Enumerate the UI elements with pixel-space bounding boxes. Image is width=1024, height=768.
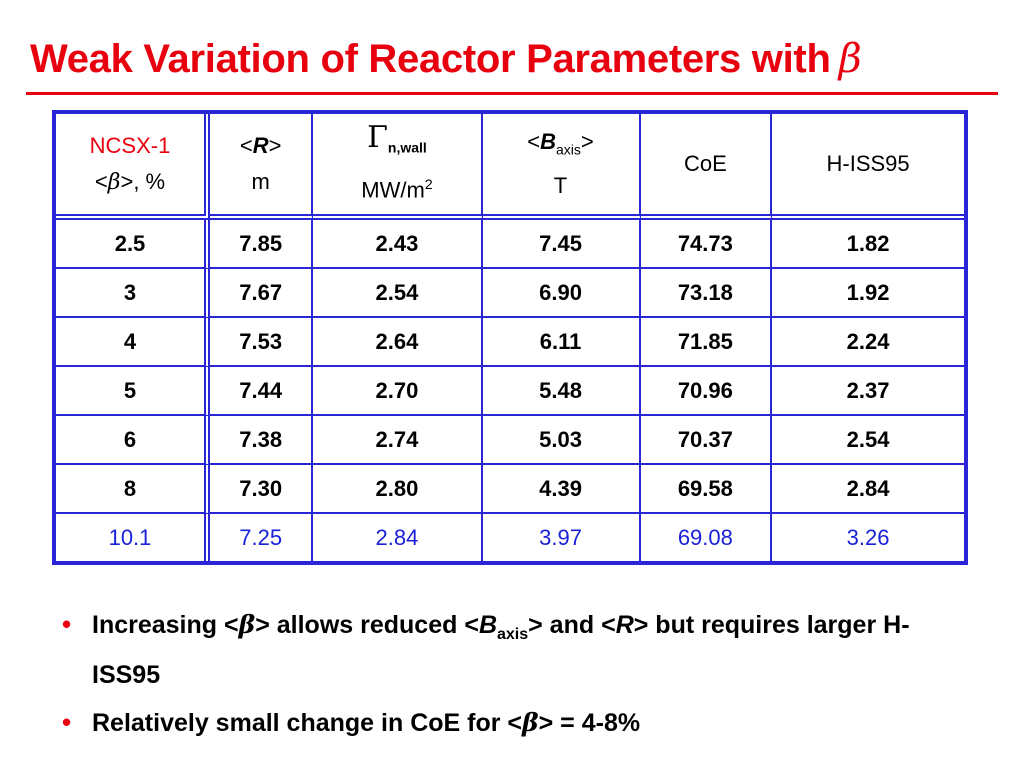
cell-beta: 6 (56, 416, 210, 465)
cell-coe: 74.73 (640, 220, 773, 269)
table-header-row: NCSX-1 <β>, % <R> m Γn,wall MW/m2 <Baxis… (56, 114, 964, 220)
cell-b-axis: 6.90 (482, 269, 641, 318)
cell-gamma: 2.64 (313, 318, 483, 367)
cell-r: 7.30 (210, 465, 314, 514)
cell-gamma: 2.70 (313, 367, 483, 416)
cell-h-iss95: 1.92 (772, 269, 964, 318)
slide-title: Weak Variation of Reactor Parameters wit… (30, 36, 862, 82)
cell-b-axis: 6.11 (482, 318, 641, 367)
cell-r: 7.38 (210, 416, 314, 465)
cell-coe: 70.96 (640, 367, 773, 416)
header-b-axis: <Baxis> T (482, 114, 641, 220)
header-gamma-unit: MW/m2 (361, 175, 433, 202)
cell-h-iss95: 3.26 (846, 524, 890, 550)
cell-beta: 2.5 (56, 220, 210, 269)
reactor-parameters-table: NCSX-1 <β>, % <R> m Γn,wall MW/m2 <Baxis… (52, 110, 968, 565)
table-row: 6 7.38 2.74 5.03 70.37 2.54 (56, 416, 964, 465)
cell-b-axis: 4.39 (482, 465, 641, 514)
cell-coe: 69.08 (641, 514, 773, 561)
cell-gamma: 2.54 (313, 269, 483, 318)
table-row: 2.5 7.85 2.43 7.45 74.73 1.82 (56, 220, 964, 269)
table-row: 8 7.30 2.80 4.39 69.58 2.84 (56, 465, 964, 514)
header-major-radius: <R> m (210, 114, 314, 220)
bullet-list: • Increasing <β> allows reduced <Baxis> … (62, 604, 962, 750)
cell-beta: 3 (56, 269, 210, 318)
cell-gamma: 2.74 (313, 416, 483, 465)
cell-r: 7.25 (210, 514, 314, 561)
cell-r: 7.85 (210, 220, 314, 269)
cell-beta: 8 (56, 465, 210, 514)
cell-b-axis: 5.03 (482, 416, 641, 465)
cell-b-axis: 3.97 (483, 514, 641, 561)
header-b-label: <Baxis> (527, 129, 594, 158)
table-row: 3 7.67 2.54 6.90 73.18 1.92 (56, 269, 964, 318)
table-row-highlight: 10.1 7.25 2.84 3.97 69.08 3.26 (56, 514, 964, 561)
header-ncsx-label: NCSX-1 (89, 132, 171, 158)
bullet-dot-icon: • (62, 707, 72, 737)
cell-h-iss95: 2.37 (772, 367, 964, 416)
cell-h-iss95: 1.82 (772, 220, 964, 269)
cell-h-iss95: 2.24 (772, 318, 964, 367)
cell-gamma: 2.43 (313, 220, 483, 269)
header-wall-load: Γn,wall MW/m2 (313, 114, 483, 220)
table-row: 5 7.44 2.70 5.48 70.96 2.37 (56, 367, 964, 416)
header-coe: CoE (640, 114, 773, 220)
cell-h-iss95: 2.84 (772, 465, 964, 514)
table-row: 4 7.53 2.64 6.11 71.85 2.24 (56, 318, 964, 367)
cell-b-axis: 5.48 (482, 367, 641, 416)
cell-b-axis: 7.45 (482, 220, 641, 269)
cell-r: 7.67 (210, 269, 314, 318)
header-r-label: <R> (239, 133, 282, 158)
header-r-unit: m (251, 169, 270, 194)
cell-r: 7.53 (210, 318, 314, 367)
header-h-iss95: H-ISS95 (772, 114, 964, 220)
cell-coe: 69.58 (640, 465, 773, 514)
cell-coe: 71.85 (640, 318, 773, 367)
cell-h-iss95: 2.54 (772, 416, 964, 465)
header-beta-percent: <β>, % (94, 168, 166, 195)
cell-gamma: 2.84 (313, 514, 483, 561)
bullet-dot-icon: • (62, 609, 72, 639)
bullet-item: • Increasing <β> allows reduced <Baxis> … (62, 604, 962, 696)
cell-gamma: 2.80 (313, 465, 483, 514)
cell-beta: 5 (56, 367, 210, 416)
cell-beta: 4 (56, 318, 210, 367)
header-gamma-label: Γn,wall (367, 120, 427, 156)
cell-beta: 10.1 (56, 514, 210, 561)
bullet-item: • Relatively small change in CoE for <β>… (62, 702, 962, 744)
title-underline (26, 92, 998, 95)
slide-title-text: Weak Variation of Reactor Parameters wit… (30, 37, 831, 81)
cell-coe: 70.37 (640, 416, 773, 465)
beta-symbol: β (838, 36, 862, 82)
header-ncsx-beta: NCSX-1 <β>, % (56, 114, 210, 220)
header-b-unit: T (553, 172, 568, 198)
cell-r: 7.44 (210, 367, 314, 416)
cell-coe: 73.18 (640, 269, 773, 318)
